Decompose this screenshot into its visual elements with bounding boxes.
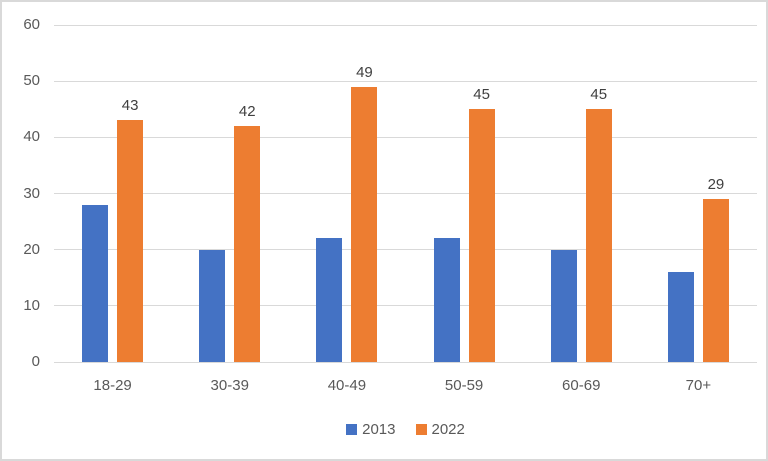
bar-2022-18-29 <box>117 120 144 362</box>
bar-2013-50-59 <box>433 238 460 362</box>
x-tick-label-30-39: 30-39 <box>210 377 249 394</box>
bar-2013-40-49 <box>316 238 343 362</box>
gridline-50 <box>54 80 757 82</box>
bar-2022-30-39 <box>234 126 261 362</box>
x-tick-label-40-49: 40-49 <box>327 377 367 394</box>
y-tick-label-40: 40 <box>23 128 40 146</box>
bar-2013-60-69 <box>550 249 577 362</box>
x-axis-line <box>54 361 757 363</box>
gridline-40 <box>54 136 757 138</box>
data-label-2022-70+: 29 <box>707 176 725 194</box>
x-tick-label-60-69: 60-69 <box>562 377 601 394</box>
x-tick-label-18-29: 18-29 <box>93 377 132 394</box>
data-label-2022-30-39: 42 <box>238 103 256 121</box>
y-tick-label-0: 0 <box>31 353 40 370</box>
legend-label-2022: 2022 <box>431 420 465 438</box>
y-tick-label-60: 60 <box>23 16 40 33</box>
bar-2022-70+ <box>702 199 729 362</box>
legend-label-2013: 2013 <box>362 420 396 438</box>
gridline-20 <box>54 249 757 251</box>
y-tick-label-20: 20 <box>23 240 40 258</box>
data-label-2022-60-69: 45 <box>590 86 608 104</box>
y-tick-label-30: 30 <box>23 184 40 202</box>
legend-item-2013: 2013 <box>346 420 396 438</box>
gridline-30 <box>54 193 757 194</box>
bar-2013-70+ <box>667 272 694 362</box>
x-tick-label-50-59: 50-59 <box>444 377 484 394</box>
data-label-2022-18-29: 43 <box>121 97 139 115</box>
legend-item-2022: 2022 <box>415 420 465 438</box>
gridline-10 <box>54 305 757 307</box>
plot-area: 43 42 49 45 45 29 <box>54 24 757 363</box>
legend-swatch-2013 <box>346 423 358 435</box>
bar-2013-30-39 <box>199 249 226 362</box>
bar-2013-18-29 <box>82 204 109 362</box>
legend-swatch-2022 <box>415 423 427 435</box>
data-label-2022-40-49: 49 <box>356 63 373 81</box>
bar-2022-60-69 <box>585 109 612 362</box>
x-tick-label-70+: 70+ <box>685 377 712 394</box>
y-tick-label-10: 10 <box>23 296 40 314</box>
legend: 2013 2022 <box>54 419 757 439</box>
data-label-2022-50-59: 45 <box>473 86 490 104</box>
gridline-60 <box>54 24 757 26</box>
y-tick-label-50: 50 <box>23 72 40 90</box>
bar-2022-40-49 <box>351 86 378 362</box>
bar-2022-50-59 <box>468 109 495 362</box>
